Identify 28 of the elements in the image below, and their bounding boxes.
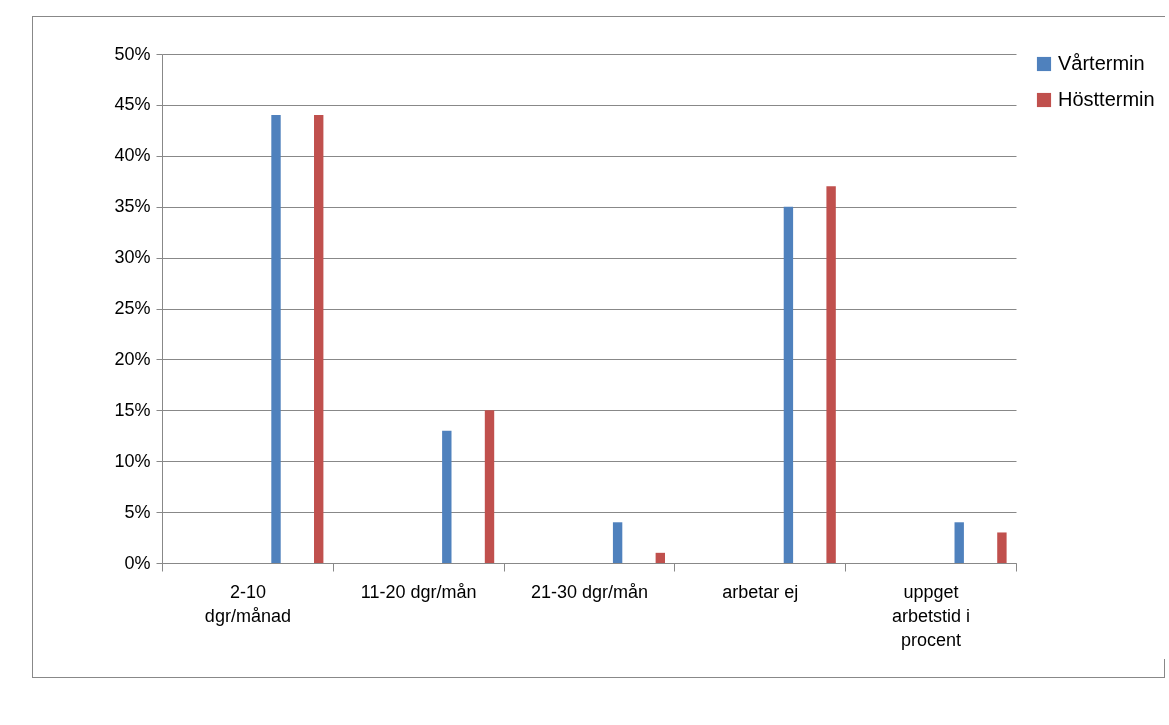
bar: [954, 522, 964, 563]
y-tick-label: 30%: [114, 247, 151, 268]
legend-label: Hösttermin: [1058, 88, 1155, 110]
y-tick-label: 50%: [114, 43, 151, 64]
y-tick-label: 10%: [114, 450, 151, 471]
bar: [484, 410, 495, 563]
bar: [612, 522, 623, 563]
x-tick-label: 2-10 dgr/månad: [204, 581, 291, 626]
x-tick-label: 21-30 dgr/mån: [530, 581, 649, 602]
bar: [655, 552, 666, 563]
bar: [826, 186, 836, 563]
x-tick-label: uppget arbetstid i procent: [892, 581, 971, 650]
y-tick-label: 45%: [114, 94, 151, 115]
bar: [271, 115, 281, 563]
x-tick-label: 11-20 dgr/mån: [360, 581, 477, 602]
bar: [314, 115, 324, 563]
y-tick-label: 0%: [124, 552, 151, 573]
y-tick-label: 25%: [114, 298, 151, 318]
y-tick-label: 15%: [114, 399, 151, 420]
y-tick-label: 5%: [124, 501, 151, 522]
x-tick-label: arbetar ej: [722, 581, 799, 602]
bar: [442, 430, 452, 563]
bar: [997, 532, 1007, 563]
y-tick-label: 35%: [114, 196, 151, 217]
legend-label: Vårtermin: [1058, 52, 1145, 74]
y-tick-label: 40%: [114, 145, 151, 166]
bar: [783, 206, 794, 563]
y-tick-label: 20%: [114, 348, 151, 369]
